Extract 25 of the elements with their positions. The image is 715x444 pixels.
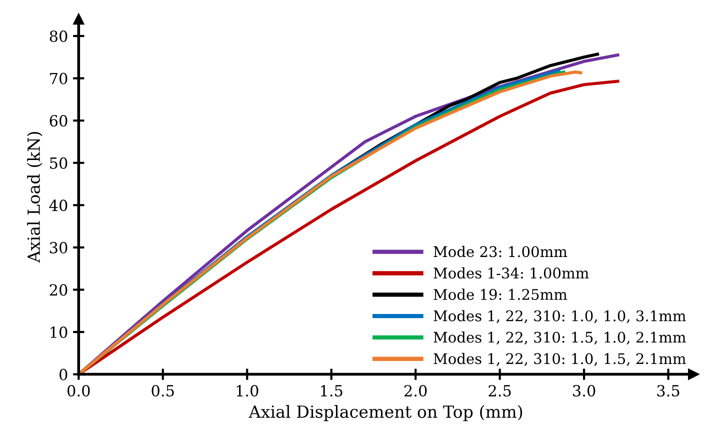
legend-label: Mode 19: 1.25mm <box>434 288 568 300</box>
y-tick-label: 70 <box>50 72 68 84</box>
x-axis-title: Axial Displacement on Top (mm) <box>248 405 522 422</box>
x-tick-label: 0.5 <box>152 384 174 397</box>
legend-label: Modes 1, 22, 310: 1.5, 1.0, 2.1mm <box>434 331 686 345</box>
y-tick-label: 10 <box>50 326 68 338</box>
legend-label: Modes 1, 22, 310: 1.0, 1.5, 2.1mm <box>434 352 686 366</box>
y-tick-label: 80 <box>50 30 68 42</box>
y-tick-label: 50 <box>50 157 68 169</box>
legend-label: Modes 1, 22, 310: 1.0, 1.0, 3.1mm <box>434 310 686 324</box>
y-tick-label: 60 <box>50 115 68 127</box>
x-tick-label: 1.5 <box>321 384 342 397</box>
x-tick-label: 2.5 <box>488 384 511 397</box>
x-tick-label: 2.0 <box>404 384 427 397</box>
x-tick-label: 3.5 <box>657 384 680 397</box>
legend-label: Modes 1-34: 1.00mm <box>434 267 589 279</box>
x-tick-label: 0.0 <box>68 384 90 397</box>
x-tick-label: 1.0 <box>236 384 258 397</box>
legend-label: Mode 23: 1.00mm <box>434 246 568 258</box>
y-axis-title: Axial Load (kN) <box>27 132 42 263</box>
y-tick-label: 20 <box>50 284 68 296</box>
y-tick-label: 40 <box>49 200 68 212</box>
y-tick-label: 30 <box>50 242 68 254</box>
y-tick-label: 0 <box>60 368 68 380</box>
x-tick-label: 3.0 <box>573 384 596 397</box>
